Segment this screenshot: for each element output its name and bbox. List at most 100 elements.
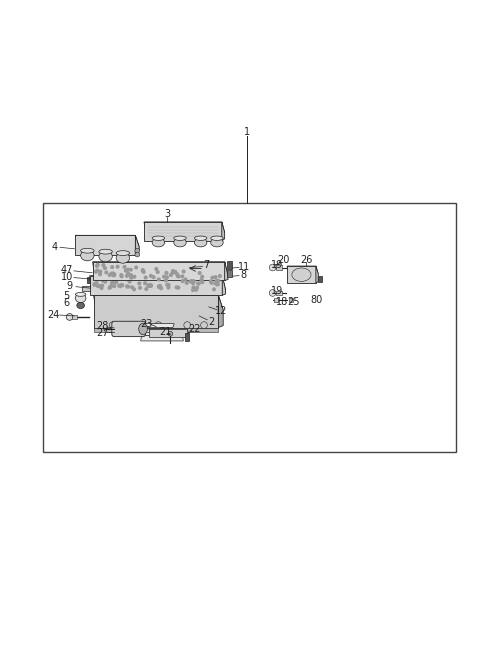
Circle shape (128, 280, 131, 283)
Ellipse shape (152, 236, 165, 240)
Circle shape (123, 266, 126, 269)
Circle shape (93, 283, 96, 286)
Circle shape (157, 278, 160, 281)
Bar (227, 270, 232, 277)
Polygon shape (75, 235, 135, 255)
Circle shape (96, 285, 99, 288)
Polygon shape (94, 328, 218, 332)
Ellipse shape (75, 293, 86, 296)
Circle shape (209, 280, 212, 282)
Circle shape (147, 284, 150, 287)
Circle shape (269, 290, 276, 296)
Circle shape (156, 271, 159, 273)
Circle shape (169, 274, 172, 276)
Circle shape (118, 284, 120, 287)
Ellipse shape (194, 238, 207, 247)
Circle shape (99, 271, 102, 273)
Circle shape (99, 273, 101, 276)
Text: 7: 7 (203, 260, 210, 270)
Text: 22: 22 (189, 324, 201, 335)
Ellipse shape (77, 303, 84, 309)
Polygon shape (94, 295, 218, 328)
Polygon shape (144, 328, 173, 335)
Circle shape (96, 269, 98, 272)
Circle shape (108, 274, 111, 276)
Circle shape (181, 275, 184, 278)
Circle shape (111, 266, 114, 269)
Ellipse shape (194, 236, 207, 240)
Circle shape (144, 282, 146, 284)
Circle shape (165, 279, 168, 282)
Ellipse shape (81, 250, 94, 261)
Circle shape (165, 272, 168, 274)
Polygon shape (90, 276, 226, 290)
Circle shape (171, 271, 174, 274)
Circle shape (192, 286, 195, 289)
Text: 5: 5 (63, 291, 70, 301)
Circle shape (200, 278, 203, 281)
Circle shape (110, 282, 113, 284)
Circle shape (127, 272, 130, 275)
Circle shape (113, 285, 116, 288)
Circle shape (142, 269, 144, 271)
Text: 8: 8 (241, 270, 247, 280)
Circle shape (197, 282, 200, 285)
Polygon shape (218, 295, 223, 328)
Circle shape (157, 285, 160, 288)
Text: 18: 18 (276, 297, 288, 307)
Circle shape (177, 275, 180, 278)
Circle shape (113, 274, 116, 276)
Circle shape (109, 322, 116, 328)
Polygon shape (94, 295, 223, 310)
Circle shape (175, 272, 178, 275)
Ellipse shape (116, 251, 130, 255)
Bar (318, 276, 322, 282)
Bar (274, 298, 278, 301)
Circle shape (150, 274, 152, 277)
Circle shape (184, 278, 187, 281)
Text: 80: 80 (311, 295, 323, 305)
Polygon shape (93, 262, 228, 276)
Circle shape (150, 285, 152, 288)
Polygon shape (222, 222, 225, 241)
Circle shape (142, 270, 144, 272)
Circle shape (119, 285, 121, 288)
Circle shape (144, 276, 147, 279)
Circle shape (66, 314, 73, 320)
Bar (43, 202, 456, 453)
Circle shape (201, 281, 204, 284)
Bar (289, 298, 293, 301)
Bar (227, 261, 232, 269)
Circle shape (95, 282, 98, 284)
Circle shape (135, 248, 140, 253)
Circle shape (217, 280, 220, 282)
Circle shape (215, 280, 218, 282)
Circle shape (148, 284, 151, 286)
Polygon shape (144, 324, 174, 328)
Circle shape (104, 280, 107, 283)
Circle shape (100, 287, 103, 290)
Circle shape (213, 288, 216, 291)
Circle shape (174, 271, 177, 273)
Circle shape (139, 286, 142, 290)
Circle shape (127, 269, 129, 271)
Ellipse shape (211, 238, 223, 247)
Circle shape (175, 286, 178, 289)
Circle shape (145, 288, 148, 290)
Text: 2: 2 (208, 317, 215, 327)
Circle shape (96, 263, 99, 266)
Circle shape (216, 283, 219, 286)
Circle shape (105, 271, 108, 274)
Circle shape (99, 285, 102, 288)
Polygon shape (141, 335, 183, 341)
Circle shape (115, 281, 118, 284)
Circle shape (181, 280, 184, 282)
Circle shape (201, 276, 204, 278)
Circle shape (113, 272, 116, 276)
Text: 11: 11 (238, 261, 250, 272)
Text: 19: 19 (271, 260, 284, 270)
Circle shape (126, 322, 133, 328)
Ellipse shape (174, 236, 186, 240)
Circle shape (150, 284, 153, 287)
Circle shape (124, 269, 127, 272)
